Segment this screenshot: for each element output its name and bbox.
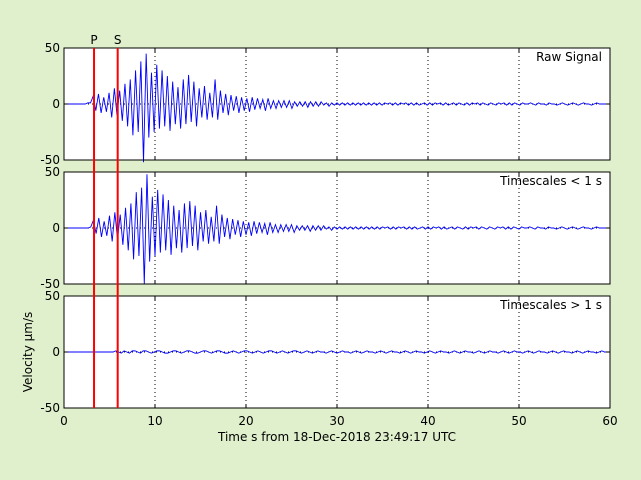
phase-label-p: P [90,33,97,47]
panel-2: -50 0 50 Timescales < 1 s [40,165,611,291]
phase-label-s: S [114,33,122,47]
x-tick-label: 20 [238,414,253,428]
y-tick-label: 0 [52,345,60,359]
y-tick-label: 50 [45,165,60,179]
signal-line [64,53,610,163]
y-axis-label: Velocity μm/s [21,312,35,393]
panel-label: Timescales < 1 s [499,174,602,188]
signal-line [64,350,610,354]
x-tick-label: 10 [147,414,162,428]
panel-1: -50 0 50 Raw Signal [40,41,611,167]
signal-line [64,174,610,285]
y-tick-label: 50 [45,289,60,303]
panel-label: Timescales > 1 s [499,298,602,312]
x-tick-label: 60 [602,414,617,428]
panel-label: Raw Signal [536,50,602,64]
x-axis-label: Time s from 18-Dec-2018 23:49:17 UTC [217,430,456,444]
x-tick-label: 40 [420,414,435,428]
x-tick-label: 30 [329,414,344,428]
y-tick-label: 0 [52,97,60,111]
y-tick-label: -50 [40,401,60,415]
x-tick-label: 0 [60,414,68,428]
x-tick-label: 50 [511,414,526,428]
y-tick-label: -50 [40,277,60,291]
y-tick-label: 50 [45,41,60,55]
y-tick-label: 0 [52,221,60,235]
y-tick-label: -50 [40,153,60,167]
